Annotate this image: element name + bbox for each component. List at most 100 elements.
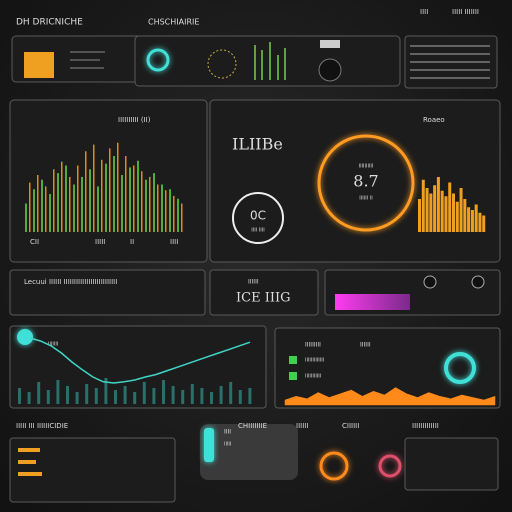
bar	[171, 386, 175, 404]
label: IIIII IIIIIII	[452, 8, 479, 16]
icon	[320, 40, 340, 48]
bar	[482, 215, 486, 232]
bar	[133, 392, 137, 404]
teal-glow	[17, 329, 33, 345]
ring-caption: IIIIIIIIII	[359, 164, 374, 170]
dial	[232, 192, 284, 244]
panel	[274, 327, 501, 409]
bar	[219, 386, 223, 404]
bar	[425, 188, 429, 232]
bar	[33, 189, 35, 232]
bar	[94, 388, 98, 404]
bar	[470, 210, 474, 232]
charts	[18, 142, 496, 406]
label: IIII	[224, 429, 231, 436]
label: IIIIIIIIIIIII	[305, 358, 324, 364]
bar	[142, 382, 146, 404]
bar	[121, 175, 123, 232]
subtitle: CHSCHIAIRIE	[148, 18, 199, 27]
bar	[125, 156, 127, 232]
label: IIIIIIIIIII	[305, 374, 321, 380]
label: IIIIIIIIIIIII	[412, 422, 439, 430]
bar	[37, 175, 39, 232]
bar	[177, 198, 179, 232]
bar	[117, 142, 119, 232]
bar	[181, 203, 183, 232]
panel	[9, 437, 176, 503]
label: IIIII	[224, 442, 231, 448]
magenta-bar	[335, 294, 410, 310]
bar	[141, 171, 143, 232]
bar	[65, 165, 67, 232]
label: CHIIIIIIIE	[238, 422, 267, 430]
bar	[114, 390, 117, 404]
bar	[27, 392, 31, 404]
area	[284, 387, 496, 406]
green-square	[289, 372, 297, 380]
bar	[123, 386, 127, 404]
green-square	[289, 356, 297, 364]
gauge	[207, 49, 237, 79]
bar	[418, 199, 421, 232]
bar	[75, 392, 79, 404]
bar	[436, 177, 440, 232]
bar	[49, 194, 51, 232]
label: Roaeo	[423, 116, 445, 124]
bar	[152, 388, 156, 404]
bar	[455, 201, 459, 232]
big-text: ILIIBe	[232, 135, 283, 154]
label: IIIII III IIIIIICIDIE	[16, 422, 68, 430]
label: IIIIIIIII	[305, 342, 321, 349]
bar	[104, 378, 108, 404]
bar	[467, 207, 471, 232]
bar	[459, 188, 463, 232]
bar	[113, 156, 115, 232]
label: IIII	[420, 8, 428, 16]
axis-label: IIIII	[95, 238, 105, 246]
bar	[93, 144, 95, 232]
icon-dial	[318, 58, 342, 82]
bar	[210, 392, 213, 404]
bar	[18, 388, 21, 404]
panel	[404, 437, 499, 491]
bar	[478, 212, 482, 232]
bar	[169, 189, 171, 232]
bar	[97, 186, 99, 232]
orange-ring	[317, 134, 415, 232]
bar	[440, 190, 444, 232]
bar	[77, 165, 79, 232]
readout: ICE IIIG	[236, 291, 291, 306]
panel	[134, 35, 401, 87]
dial-value: 0C	[250, 209, 266, 223]
bar	[133, 165, 135, 232]
bar	[173, 195, 175, 232]
bar	[137, 160, 139, 232]
bar	[248, 388, 252, 404]
bar	[41, 179, 43, 232]
bar	[25, 203, 27, 232]
bar	[73, 184, 75, 232]
knob	[471, 275, 485, 289]
ring-value: 8.7	[353, 172, 378, 191]
bar	[105, 163, 107, 232]
bar	[145, 179, 147, 232]
bar	[69, 176, 71, 232]
bar	[162, 380, 165, 404]
bar	[149, 176, 151, 232]
label: IIIIII	[296, 422, 308, 430]
red-ring	[378, 454, 402, 478]
panel	[9, 269, 206, 316]
bar	[46, 390, 50, 404]
bar	[238, 390, 242, 404]
bar	[37, 382, 41, 404]
bar	[200, 388, 204, 404]
label: IIIIIII	[48, 342, 58, 348]
bar	[190, 384, 194, 404]
small-bars	[18, 448, 42, 476]
ring-sub: IIIIII II	[359, 196, 372, 202]
axis-label: II	[130, 238, 134, 246]
panel	[209, 269, 319, 316]
bar	[229, 382, 233, 404]
